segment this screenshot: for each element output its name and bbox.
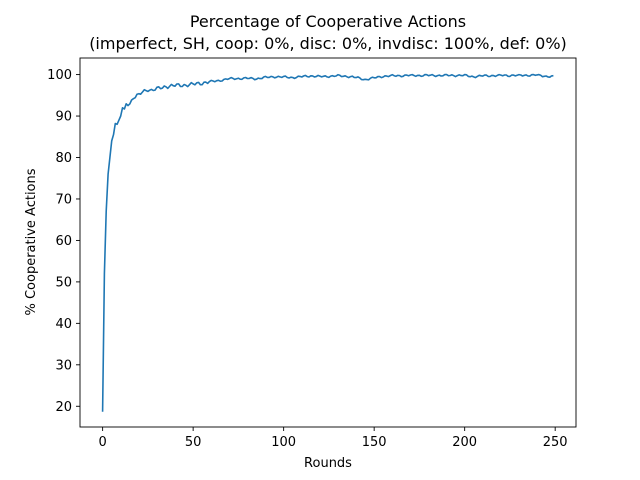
x-tick-label: 100	[271, 435, 296, 450]
x-tick-label: 250	[543, 435, 568, 450]
x-tick-label: 0	[98, 435, 106, 450]
y-tick-label: 90	[55, 110, 72, 125]
y-tick-label: 100	[47, 68, 72, 83]
x-tick-label: 150	[362, 435, 387, 450]
y-tick-label: 20	[55, 400, 72, 415]
y-tick-label: 80	[55, 151, 72, 166]
y-tick-label: 40	[55, 317, 72, 332]
x-tick-label: 50	[185, 435, 202, 450]
y-axis-label: % Cooperative Actions	[24, 168, 39, 315]
y-tick-label: 30	[55, 358, 72, 373]
y-tick-label: 50	[55, 275, 72, 290]
plot-area	[101, 73, 554, 412]
y-axis: 20 30 40 50 60 70 80 90 100	[47, 68, 80, 415]
x-axis-label: Rounds	[304, 456, 352, 471]
x-axis: 0 50 100 150 200 250	[98, 427, 568, 450]
y-tick-label: 70	[55, 192, 72, 207]
y-tick-label: 60	[55, 234, 72, 249]
x-tick-label: 200	[452, 435, 477, 450]
chart-subtitle: (imperfect, SH, coop: 0%, disc: 0%, invd…	[89, 34, 567, 53]
series-line	[101, 73, 554, 412]
chart-title: Percentage of Cooperative Actions	[190, 12, 466, 31]
plot-frame	[79, 57, 577, 428]
